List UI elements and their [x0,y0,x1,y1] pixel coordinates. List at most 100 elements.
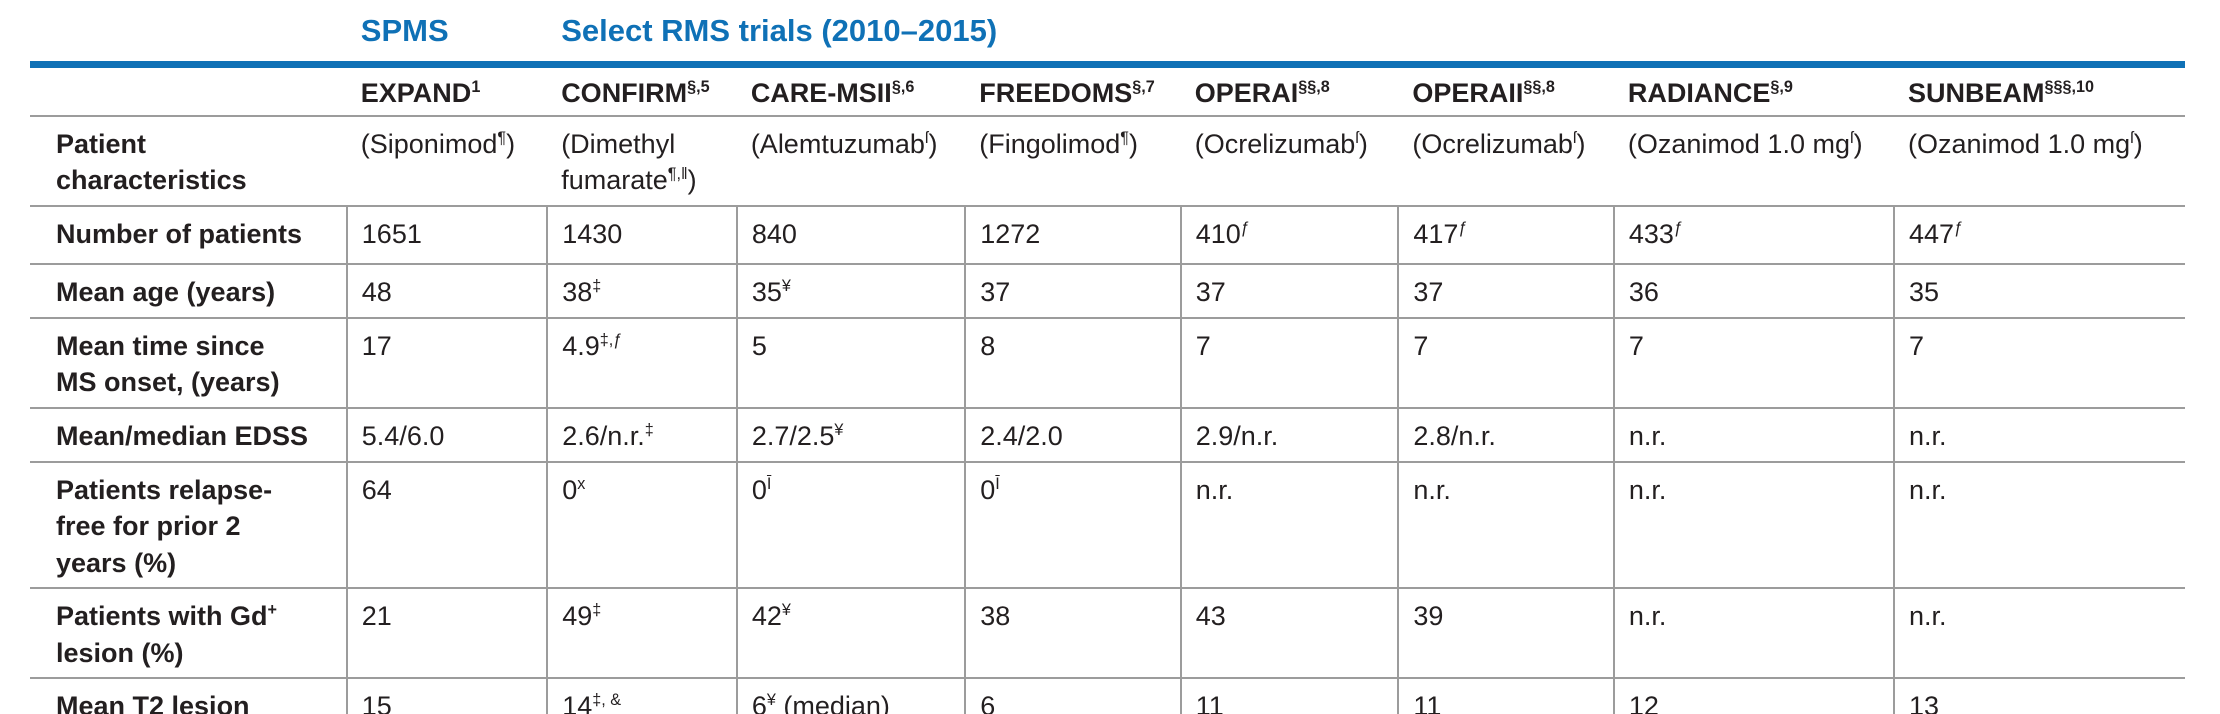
row-label: Mean time since MS onset, (years) [30,318,347,409]
table-row-gd-lesion: Patients with Gd+ lesion (%) 21 49‡ 42¥ … [30,588,2185,680]
drug-footnote: ſ [1572,129,1577,147]
trial-name: CARE-MSII [750,78,892,108]
data-cell: n.r. [1612,461,1895,590]
trial-footnote: §§§,10 [2044,78,2095,96]
table-row-number-of-patients: Number of patients 1651 1430 840 1272 41… [30,206,2185,265]
data-cell: 2.7/2.5¥ [735,407,966,463]
spms-group-label: SPMS [346,4,548,68]
data-cell: 410ƒ [1179,206,1399,265]
data-cell: 840 [735,206,966,265]
data-cell: n.r. [1893,461,2185,590]
row-label-patient-characteristics: Patient characteristics [30,116,347,207]
drug-cell: (Siponimod¶) [346,116,548,207]
drug-footnote: ſ [1355,129,1359,147]
data-cell: 433ƒ [1612,206,1895,265]
data-cell: 49‡ [546,588,737,680]
data-cell: 36 [1612,264,1895,319]
trial-header: CARE-MSII§,6 [736,64,966,117]
row-label: Mean T2 lesion load (cm3) [30,678,347,714]
data-cell: 2.8/n.r. [1397,407,1614,463]
trial-header: SUNBEAM§§§,10 [1894,64,2185,117]
drug-cell: (Alemtuzumabſ) [736,116,966,207]
data-cell: n.r. [1612,407,1895,463]
row-label: Mean age (years) [30,264,347,319]
drug-footnote: ¶ [497,129,507,147]
rms-group-label: Select RMS trials (2010–2015) [547,4,2185,68]
trial-name: CONFIRM [561,78,688,108]
data-cell: 4.9‡,ƒ [546,318,737,409]
drug-footnote: ¶,‖ [667,165,688,184]
data-cell: n.r. [1397,461,1614,590]
data-cell: 2.6/n.r.‡ [546,407,737,463]
trial-footnote: §,7 [1132,78,1155,96]
data-cell: 5.4/6.0 [345,407,548,463]
row-label: Patients relapse-free for prior 2 years … [30,461,347,590]
data-cell: n.r. [1612,588,1895,680]
data-cell: 43 [1179,588,1399,680]
data-cell: 7 [1397,318,1614,409]
table-row-edss: Mean/median EDSS 5.4/6.0 2.6/n.r.‡ 2.7/2… [30,407,2185,463]
trial-footnote: §§,8 [1523,78,1555,96]
trial-header: CONFIRM§,5 [547,64,737,117]
data-cell: 1430 [546,206,737,265]
data-cell: 13 [1893,678,2185,714]
data-cell: 2.9/n.r. [1179,407,1399,463]
data-cell: 15 [345,678,548,714]
drug-cell: (Ozanimod 1.0 mgſ) [1894,116,2185,207]
data-cell: 38‡ [546,264,737,319]
drug-cell: (Ozanimod 1.0 mgſ) [1613,116,1895,207]
trial-name: OPERAII [1412,78,1524,108]
trial-header: OPERAII§§,8 [1398,64,1614,117]
trial-header: EXPAND1 [346,64,548,117]
data-cell: 5 [735,318,966,409]
data-cell: 7 [1612,318,1895,409]
data-cell: 17 [345,318,548,409]
drug-cell: (Ocrelizumabſ) [1398,116,1614,207]
data-cell: 7 [1893,318,2185,409]
data-cell: 0x [546,461,737,590]
trial-name: OPERAI [1194,78,1299,108]
trial-name-row: EXPAND1 CONFIRM§,5 CARE-MSII§,6 FREEDOMS… [30,64,2185,117]
data-cell: 39 [1397,588,1614,680]
trial-footnote: §§,8 [1298,78,1330,96]
row-label: Mean/median EDSS [30,407,347,463]
data-cell: 35 [1893,264,2185,319]
drug-cell: (Ocrelizumabſ) [1180,116,1399,207]
data-cell: 37 [964,264,1181,319]
trial-footnote: §,9 [1770,78,1793,96]
data-cell: n.r. [1893,407,2185,463]
drug-footnote: ſ [2130,129,2134,147]
data-cell: 35¥ [735,264,966,319]
trial-comparison-table: SPMS Select RMS trials (2010–2015) EXPAN… [30,4,2185,714]
data-cell: 0Ī [964,461,1181,590]
data-cell: 38 [964,588,1181,680]
data-cell: 11 [1397,678,1614,714]
group-header-spacer [30,4,347,68]
trial-footnote: 1 [471,78,481,96]
drug-footnote: ¶ [1120,129,1129,147]
data-cell: 64 [345,461,548,590]
trial-name: RADIANCE [1627,78,1771,108]
data-cell: 1272 [964,206,1181,265]
trial-name: SUNBEAM [1908,78,2045,108]
trial-name: FREEDOMS [979,78,1133,108]
data-cell: 2.4/2.0 [964,407,1181,463]
drug-row: Patient characteristics (Siponimod¶) (Di… [30,116,2185,207]
table-row-t2-lesion-load: Mean T2 lesion load (cm3) 15 14‡, & 6¥ (… [30,678,2185,714]
data-cell: 14‡, & [546,678,737,714]
data-cell: 42¥ [735,588,966,680]
trial-header: RADIANCE§,9 [1613,64,1895,117]
data-cell: 1651 [345,206,548,265]
data-cell: 6 [964,678,1181,714]
drug-footnote: ſ [1849,129,1854,147]
trial-header: OPERAI§§,8 [1180,64,1399,117]
data-cell: 37 [1179,264,1399,319]
data-cell: 37 [1397,264,1614,319]
data-cell: 12 [1612,678,1895,714]
group-header-row: SPMS Select RMS trials (2010–2015) [30,4,2185,68]
data-cell: 0Ī [735,461,966,590]
data-cell: 417ƒ [1397,206,1614,265]
data-cell: n.r. [1893,588,2185,680]
drug-footnote: ſ [924,129,929,147]
data-cell: 447ƒ [1893,206,2185,265]
